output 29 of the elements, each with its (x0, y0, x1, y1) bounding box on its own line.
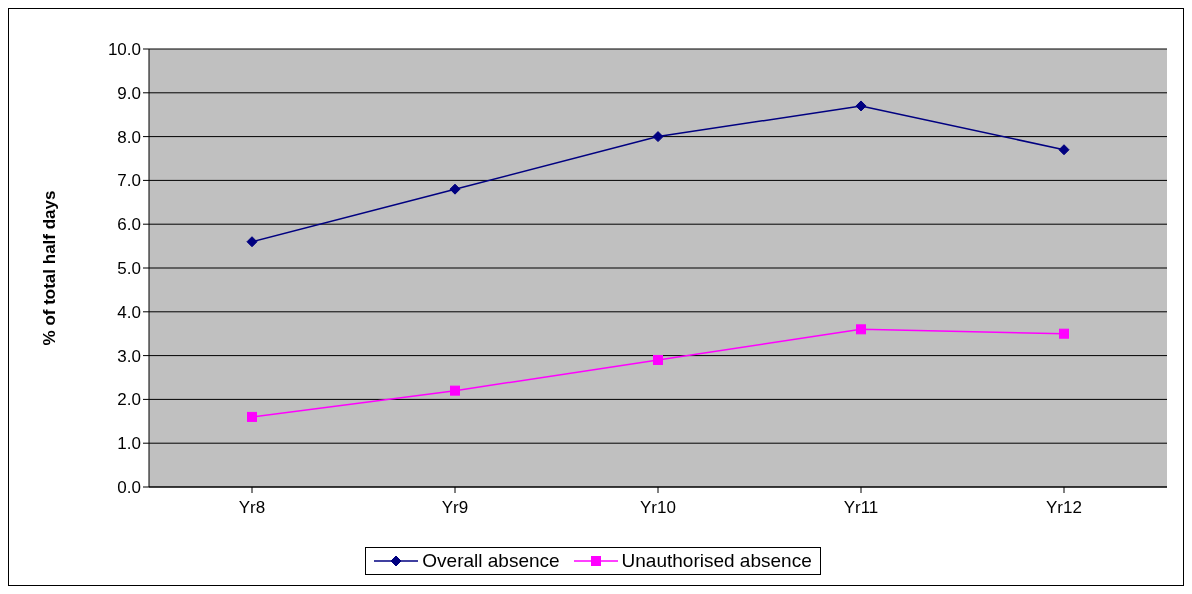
y-tick-label: 4.0 (117, 302, 141, 322)
legend-label: Overall absence (422, 550, 560, 572)
y-tick-label: 7.0 (117, 171, 141, 191)
x-tick-label: Yr12 (1046, 498, 1082, 518)
x-tick-label: Yr9 (441, 498, 469, 518)
x-tick-label: Yr10 (640, 498, 676, 518)
y-tick-label: 6.0 (117, 215, 141, 235)
y-tick-label: 5.0 (117, 259, 141, 279)
x-tick-label: Yr11 (843, 498, 879, 518)
x-tick-label: Yr8 (238, 498, 266, 518)
y-tick-label: 9.0 (117, 83, 141, 103)
y-tick-label: 0.0 (117, 478, 141, 498)
point (653, 354, 663, 365)
point (246, 236, 258, 248)
point (652, 131, 664, 143)
point (1058, 144, 1070, 156)
y-tick-label: 10.0 (107, 40, 141, 60)
point (855, 100, 867, 112)
legend-label: Unauthorised absence (621, 550, 812, 572)
point (1059, 328, 1069, 339)
point (449, 183, 461, 195)
y-axis-title: % of total half days (40, 190, 60, 346)
y-tick-label: 1.0 (117, 434, 141, 454)
point (247, 411, 257, 422)
y-tick-label: 3.0 (117, 346, 141, 366)
point (856, 324, 866, 335)
y-tick-label: 8.0 (117, 127, 141, 147)
y-tick-label: 2.0 (117, 390, 141, 410)
point (450, 385, 460, 396)
